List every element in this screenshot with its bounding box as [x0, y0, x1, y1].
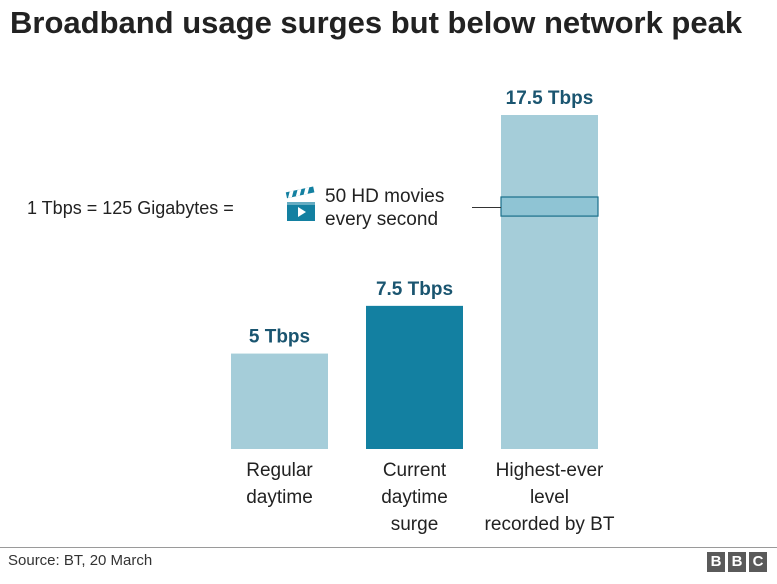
bar-chart: 5 Tbps Regular daytime 7.5 Tbps Current dayti…	[27, 88, 615, 535]
bbc-logo-letter: C	[749, 552, 767, 572]
category-label-line: Regular	[246, 460, 313, 481]
category-label-line: daytime	[246, 487, 313, 508]
chart-title: Broadband usage surges but below network…	[10, 5, 743, 40]
annotation-equation: 1 Tbps = 125 Gigabytes =	[27, 198, 234, 218]
category-label-line: recorded by BT	[485, 514, 615, 535]
annotation-movies-line: 50 HD movies	[325, 186, 444, 207]
bbc-logo-letter: B	[728, 552, 746, 572]
clapper-stripe	[288, 190, 294, 198]
clapperboard-icon	[285, 186, 315, 221]
category-label-line: surge	[391, 514, 439, 535]
value-label: 5 Tbps	[249, 327, 310, 348]
category-label: Regular daytime	[246, 460, 313, 508]
clapper-body-strip	[287, 202, 315, 205]
value-label: 17.5 Tbps	[506, 88, 594, 109]
play-triangle	[298, 207, 306, 217]
bbc-logo-letter: B	[707, 552, 725, 572]
category-label: Highest-ever level recorded by BT	[485, 460, 615, 535]
category-label-line: Current	[383, 460, 447, 481]
category-label-line: level	[530, 487, 569, 508]
annotation-movies-text: 50 HD movies every second	[325, 186, 444, 230]
clapper-stripe	[295, 189, 302, 197]
bar	[501, 115, 598, 449]
category-label: Current daytime surge	[381, 460, 448, 535]
bar	[231, 353, 328, 449]
category-label-line: daytime	[381, 487, 448, 508]
category-label-line: Highest-ever	[496, 460, 604, 481]
bbc-logo: B B C	[707, 552, 767, 572]
value-label: 7.5 Tbps	[376, 279, 453, 300]
annotation-movies-line: every second	[325, 209, 438, 230]
clapper-stick	[285, 186, 315, 199]
clapper-stripe	[303, 187, 310, 195]
source-note: Source: BT, 20 March	[8, 552, 153, 569]
one-tbps-band	[500, 196, 599, 217]
footer-divider	[0, 547, 777, 548]
bar	[366, 305, 463, 449]
